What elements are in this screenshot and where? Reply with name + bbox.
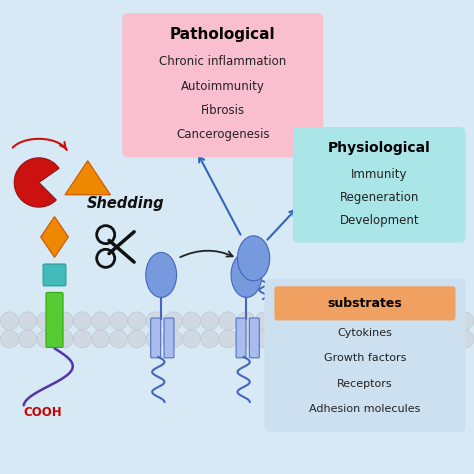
FancyBboxPatch shape [293,127,465,243]
Text: Development: Development [339,214,419,228]
Circle shape [365,312,383,330]
Circle shape [255,312,273,330]
Circle shape [346,312,365,330]
Circle shape [456,312,474,330]
Circle shape [146,330,164,348]
Circle shape [438,312,456,330]
Text: Fibrosis: Fibrosis [201,104,245,117]
FancyBboxPatch shape [122,13,323,157]
Polygon shape [41,217,68,257]
Text: Autoimmunity: Autoimmunity [181,80,264,93]
Circle shape [201,312,219,330]
Circle shape [419,330,437,348]
Circle shape [219,312,237,330]
Circle shape [182,330,201,348]
Circle shape [401,330,419,348]
Circle shape [37,330,55,348]
Circle shape [438,330,456,348]
Circle shape [164,330,182,348]
Circle shape [55,312,73,330]
Circle shape [292,330,310,348]
Circle shape [37,312,55,330]
Ellipse shape [146,253,176,298]
Text: Pathological: Pathological [170,27,275,42]
Circle shape [91,330,109,348]
Text: Chronic inflammation: Chronic inflammation [159,55,286,68]
FancyBboxPatch shape [249,318,259,358]
Circle shape [456,330,474,348]
Circle shape [255,330,273,348]
Circle shape [55,330,73,348]
Text: COOH: COOH [23,406,62,419]
Circle shape [346,330,365,348]
Text: Growth factors: Growth factors [324,353,406,363]
Text: Shedding: Shedding [87,196,164,211]
Circle shape [273,330,292,348]
Circle shape [164,312,182,330]
Circle shape [292,312,310,330]
Circle shape [328,312,346,330]
Circle shape [18,312,36,330]
FancyBboxPatch shape [151,318,161,358]
FancyBboxPatch shape [264,279,465,432]
Circle shape [273,312,292,330]
Ellipse shape [237,236,270,281]
Circle shape [18,330,36,348]
Circle shape [383,330,401,348]
Text: Immunity: Immunity [351,168,408,182]
Circle shape [237,312,255,330]
FancyBboxPatch shape [164,318,174,358]
Circle shape [0,330,18,348]
Circle shape [128,330,146,348]
FancyBboxPatch shape [236,318,246,358]
Polygon shape [65,161,110,195]
FancyBboxPatch shape [46,292,63,347]
Circle shape [383,312,401,330]
Circle shape [419,312,437,330]
Circle shape [401,312,419,330]
Circle shape [182,312,201,330]
Circle shape [109,312,128,330]
Ellipse shape [231,253,262,298]
Circle shape [310,312,328,330]
Circle shape [109,330,128,348]
Text: Cancerogenesis: Cancerogenesis [176,128,270,141]
Circle shape [146,312,164,330]
Text: Receptors: Receptors [337,379,393,389]
Circle shape [0,312,18,330]
Text: Regeneration: Regeneration [339,191,419,204]
FancyBboxPatch shape [274,286,456,320]
Text: Physiological: Physiological [328,141,430,155]
Circle shape [365,330,383,348]
Circle shape [73,312,91,330]
Circle shape [73,330,91,348]
Circle shape [219,330,237,348]
Text: substrates: substrates [328,297,402,310]
Circle shape [328,330,346,348]
Wedge shape [14,158,59,207]
Text: Cytokines: Cytokines [337,328,392,337]
FancyBboxPatch shape [43,264,66,286]
Circle shape [91,312,109,330]
Circle shape [310,330,328,348]
Circle shape [201,330,219,348]
Circle shape [237,330,255,348]
Text: Adhesion molecules: Adhesion molecules [310,404,420,414]
Circle shape [128,312,146,330]
